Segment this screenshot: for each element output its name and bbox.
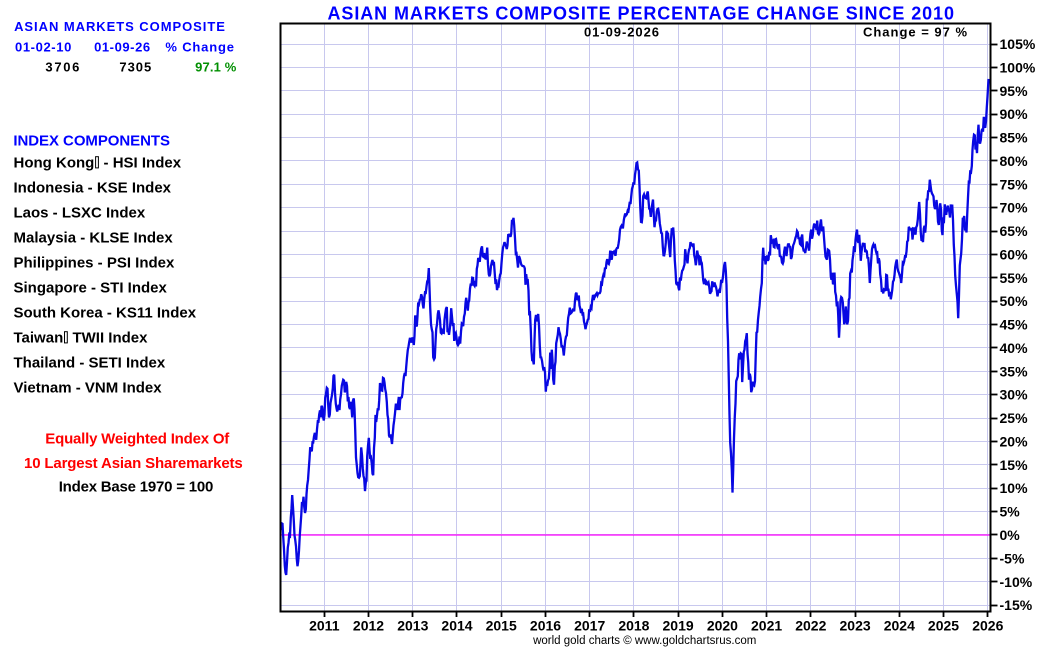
svg-text:2022: 2022	[795, 618, 826, 634]
svg-text:2016: 2016	[530, 618, 561, 634]
svg-text:Laos - LSXC Index: Laos - LSXC Index	[14, 204, 146, 221]
svg-text:Change = 97 %: Change = 97 %	[863, 25, 967, 40]
svg-text:- HSI Index: - HSI Index	[99, 154, 181, 171]
svg-text:60%: 60%	[1000, 246, 1029, 262]
svg-text:Vietnam - VNM Index: Vietnam - VNM Index	[14, 379, 163, 396]
svg-text:2014: 2014	[441, 618, 472, 634]
svg-text:100%: 100%	[1000, 59, 1036, 75]
svg-text:0%: 0%	[1000, 527, 1021, 543]
svg-text:ASIAN MARKETS COMPOSITE PERCEN: ASIAN MARKETS COMPOSITE PERCENTAGE CHANG…	[328, 4, 955, 24]
svg-text:2018: 2018	[618, 618, 649, 634]
svg-text:Singapore - STI Index: Singapore - STI Index	[14, 279, 168, 296]
svg-text:7305: 7305	[119, 59, 151, 74]
svg-text:2013: 2013	[397, 618, 428, 634]
svg-text:-15%: -15%	[1000, 597, 1033, 613]
svg-text:105%: 105%	[1000, 36, 1036, 52]
svg-text:65%: 65%	[1000, 223, 1029, 239]
svg-text:2019: 2019	[663, 618, 694, 634]
svg-text:30%: 30%	[1000, 387, 1029, 403]
svg-text:50%: 50%	[1000, 293, 1029, 309]
svg-text:-5%: -5%	[1000, 550, 1025, 566]
svg-text:95%: 95%	[1000, 83, 1029, 99]
svg-text:10%: 10%	[1000, 480, 1029, 496]
svg-text:55%: 55%	[1000, 270, 1029, 286]
svg-text:40%: 40%	[1000, 340, 1029, 356]
svg-text:2015: 2015	[486, 618, 517, 634]
svg-text:2024: 2024	[884, 618, 915, 634]
svg-text:Index Base 1970 = 100: Index Base 1970 = 100	[59, 479, 214, 496]
svg-text:35%: 35%	[1000, 363, 1029, 379]
svg-text:15%: 15%	[1000, 457, 1029, 473]
svg-text:45%: 45%	[1000, 317, 1029, 333]
svg-text:01-09-2026: 01-09-2026	[584, 25, 659, 40]
svg-text:01-09-26: 01-09-26	[94, 39, 150, 54]
svg-text:INDEX COMPONENTS: INDEX COMPONENTS	[13, 132, 170, 149]
svg-text:2025: 2025	[928, 618, 959, 634]
svg-text:2020: 2020	[707, 618, 738, 634]
svg-text:South Korea - KS11 Index: South Korea - KS11 Index	[14, 304, 197, 321]
svg-text:Indonesia - KSE Index: Indonesia - KSE Index	[14, 179, 172, 196]
svg-text:% Change: % Change	[165, 39, 234, 54]
svg-text:2026: 2026	[972, 618, 1003, 634]
svg-text:-10%: -10%	[1000, 574, 1033, 590]
svg-text:10 Largest Asian Sharemarkets: 10 Largest Asian Sharemarkets	[24, 455, 243, 472]
svg-text:75%: 75%	[1000, 176, 1029, 192]
svg-text:2012: 2012	[353, 618, 384, 634]
svg-text:25%: 25%	[1000, 410, 1029, 426]
svg-text:3706: 3706	[45, 59, 79, 74]
svg-text:Philippines - PSI Index: Philippines - PSI Index	[14, 254, 176, 271]
svg-text:85%: 85%	[1000, 130, 1029, 146]
svg-text:ASIAN MARKETS COMPOSITE: ASIAN MARKETS COMPOSITE	[14, 19, 225, 34]
svg-text:world gold charts © www.goldch: world gold charts © www.goldchartsrus.co…	[532, 635, 756, 647]
svg-text:Taiwan: Taiwan	[14, 329, 64, 346]
svg-text:2023: 2023	[840, 618, 871, 634]
svg-text:2021: 2021	[751, 618, 782, 634]
svg-text:Equally Weighted Index Of: Equally Weighted Index Of	[45, 431, 230, 448]
svg-text:70%: 70%	[1000, 200, 1029, 216]
svg-text:2011: 2011	[309, 618, 340, 634]
svg-text:TWII Index: TWII Index	[68, 329, 148, 346]
svg-text:20%: 20%	[1000, 434, 1029, 450]
svg-text:5%: 5%	[1000, 504, 1021, 520]
svg-text:01-02-10: 01-02-10	[15, 39, 71, 54]
svg-text:90%: 90%	[1000, 106, 1029, 122]
svg-text:Hong Kong: Hong Kong	[14, 154, 95, 171]
svg-text:Malaysia - KLSE Index: Malaysia - KLSE Index	[14, 229, 174, 246]
svg-text:2017: 2017	[574, 618, 605, 634]
svg-text:97.1 %: 97.1 %	[195, 59, 237, 74]
svg-text:80%: 80%	[1000, 153, 1029, 169]
svg-text:Thailand - SETI Index: Thailand - SETI Index	[14, 354, 166, 371]
